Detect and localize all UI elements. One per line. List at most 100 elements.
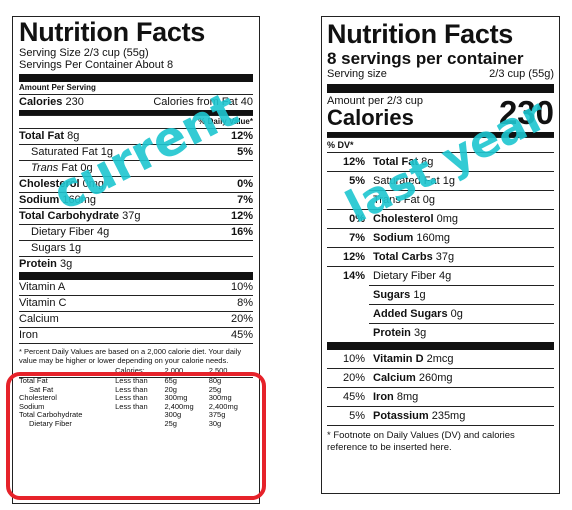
vitamin-name: Potassium [373,410,429,422]
nutrient-dv: 12% [230,130,253,142]
nutrient-name-amount: Cholesterol 0mg [19,177,104,192]
table-cell: Sodium [19,401,45,411]
thick-divider [327,84,554,93]
vitamin-name: Calcium [19,313,59,325]
nutrient-row: 5% Saturated Fat 1g [327,171,554,190]
nutrient-name: Trans Fat [373,194,420,206]
nutrient-row: 12% Total Carbs 37g [327,247,554,266]
vitamin-dv: 20% [327,368,369,387]
nutrient-row: Added Sugars 0g [327,304,554,323]
table-cell: 25g [164,418,177,428]
daily-value-header: % Daily Value* [19,115,253,128]
vitamin-row: 20% Calcium 260mg [327,368,554,387]
nutrient-name: Total Fat [373,156,419,168]
nutrient-name-amount: Trans Fat 0g [369,190,554,209]
nutrient-name-amount: Sugars 1g [31,241,81,256]
vitamin-amount: 8mg [396,391,419,403]
footnote-highlight-box [6,372,266,500]
nutrient-dv: 7% [327,228,369,247]
nutrient-row: Total Carbohydrate 37g 12% [19,208,253,224]
nutrient-name-amount: Protein 3g [19,257,72,272]
nutrient-name-amount: Sugars 1g [369,285,554,304]
vitamin-row: Vitamin A 10% [19,280,253,295]
vitamin-amount: 2mcg [426,353,454,365]
calories-value: 230 [65,96,84,108]
nutrient-name: Dietary Fiber [31,226,94,238]
thick-divider [19,272,253,280]
nutrient-name: Cholesterol [373,213,434,225]
table-cell: 80g [208,376,222,385]
nutrient-row: Total Fat 8g 12% [19,128,253,144]
serving-size: Serving Size 2/3 cup (55g) [19,47,149,59]
nutrient-name-amount: Total Fat 8g [19,129,79,144]
nutrient-dv: 0% [327,209,369,228]
vitamin-row: Calcium 20% [19,311,253,327]
table-cell: Less than [115,376,148,385]
nutrient-name: Cholesterol [19,178,80,190]
nutrient-row: 14% Dietary Fiber 4g [327,266,554,285]
nutrient-name: Trans [31,162,59,174]
nutrient-dv [327,190,369,209]
table-cell: 300mg [208,393,232,402]
nutrient-name: Added Sugars [373,308,448,320]
nutrient-row: Sodium 160mg 7% [19,192,253,208]
nutrient-name-amount: Total Fat 8g [369,152,554,171]
table-row: Sodium Less than 2,400mg 2,400mg [19,401,253,412]
nutrient-name: Sodium [373,232,414,244]
nutrient-name-amount: Sodium 160mg [369,228,554,247]
nutrient-name: Protein [373,327,411,339]
nutrient-name: Dietary Fiber [373,270,436,282]
nutrient-amount: 4g [97,226,110,238]
nutrient-name-amount: Trans Fat 0g [31,161,93,176]
vitamin-amount: 235mg [431,410,466,422]
vitamin-row: Vitamin C 8% [19,295,253,311]
nutrient-dv: 5% [327,171,369,190]
nutrient-name: Saturated Fat [31,146,98,158]
nutrient-amount: 160mg [416,232,451,244]
vitamin-row: 45% Iron 8mg [327,387,554,406]
table-cell: 300g [164,410,182,419]
vitamin-dv: 10% [230,281,253,293]
servings-per-container: 8 servings per container [327,49,524,68]
serving-size-label: Serving size [327,68,387,80]
nutrient-row: Trans Fat 0g [19,160,253,176]
amount-per: Amount per 2/3 cup [327,95,424,107]
nutrient-amount: 1g [442,175,455,187]
table-cell: 25g [208,384,222,394]
vitamin-amount: 260mg [418,372,453,384]
nutrient-dv: 12% [327,152,369,171]
nutrient-dv: 14% [327,266,369,285]
table-cell: 300mg [164,393,188,402]
nutrient-name: Total Carbs [373,251,433,263]
vitamin-name: Calcium [373,372,416,384]
dv-header: % DV* [327,137,554,152]
medium-divider [19,110,253,115]
nutrient-amount: 1g [413,289,426,301]
nutrient-name: Sodium [19,194,60,206]
nutrient-amount: 37g [435,251,455,263]
servings-per-container: Servings Per Container About 8 [19,59,174,71]
calories-label: Calories [327,105,414,130]
nutrient-dv: 12% [230,210,253,222]
table-row: Sat Fat Less than 20g 25g [19,384,253,395]
vitamin-name-amount: Vitamin D 2mcg [369,350,554,368]
table-cell: Less than [115,393,148,402]
nutrient-name-amount: Total Carbs 37g [369,247,554,266]
nutrient-row: 7% Sodium 160mg [327,228,554,247]
nutrient-dv [327,304,369,323]
calories-from-fat: Calories from Fat 40 [153,96,253,108]
nutrient-dv: 12% [327,247,369,266]
nutrient-dv [327,323,369,342]
vitamin-row: 10% Vitamin D 2mcg [327,350,554,368]
label-title: Nutrition Facts [19,17,206,47]
vitamin-dv: 10% [342,353,365,365]
table-cell: 2,400mg [208,401,238,411]
calories-value: 230 [498,94,554,131]
nutrient-name-amount: Saturated Fat 1g [369,171,554,190]
nutrient-name: Total Fat [19,130,65,142]
nutrient-amount: 8g [421,156,434,168]
nutrient-name-amount: Cholesterol 0mg [369,209,554,228]
table-cell: 2,400mg [164,401,194,411]
nutrient-row: Saturated Fat 1g 5% [19,144,253,160]
vitamin-name: Iron [373,391,394,403]
